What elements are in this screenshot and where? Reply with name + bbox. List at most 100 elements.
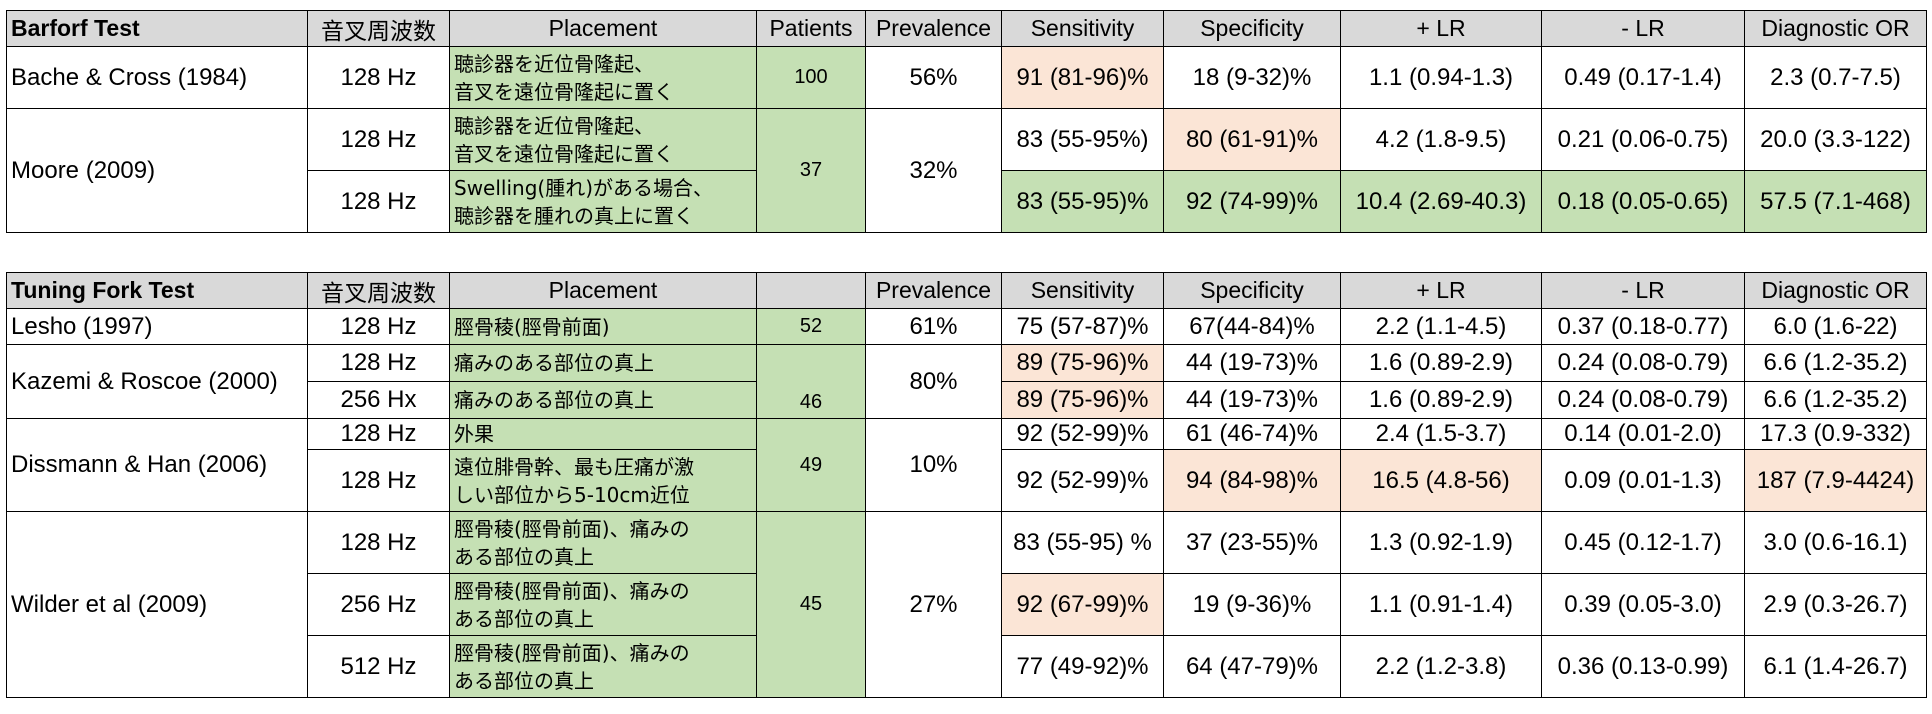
header-dor: Diagnostic OR	[1744, 10, 1927, 47]
prevalence-cell: 32%	[865, 108, 1002, 233]
placement-cell: 痛みのある部位の真上	[449, 381, 757, 419]
placement-cell: 脛骨稜(脛骨前面)、痛みの ある部位の真上	[449, 635, 757, 698]
freq-cell: 128 Hz	[307, 108, 450, 171]
specificity-cell: 92 (74-99)%	[1163, 170, 1341, 233]
sensitivity-cell: 92 (52-99)%	[1001, 449, 1164, 512]
header-nlr: - LR	[1541, 10, 1745, 47]
header-nlr: - LR	[1541, 272, 1745, 309]
placement-line: 聴診器を腫れの真上に置く	[454, 203, 694, 228]
dor-cell: 20.0 (3.3-122)	[1744, 108, 1927, 171]
barforf-test-table: Barforf Test 音叉周波数 Placement Patients Pr…	[6, 10, 1927, 233]
placement-cell: 遠位腓骨幹、最も圧痛が激 しい部位から5-10cm近位	[449, 449, 757, 512]
placement-cell: 脛骨稜(脛骨前面)、痛みの ある部位の真上	[449, 511, 757, 574]
study-name: Lesho (1997)	[6, 308, 308, 345]
specificity-cell: 44 (19-73)%	[1163, 344, 1341, 382]
header-prevalence: Prevalence	[865, 272, 1002, 309]
dor-cell: 3.0 (0.6-16.1)	[1744, 511, 1927, 574]
study-name: Dissmann & Han (2006)	[6, 418, 308, 512]
study-name: Kazemi & Roscoe (2000)	[6, 344, 308, 419]
freq-cell: 128 Hz	[307, 46, 450, 109]
table-row: Bache & Cross (1984) 128 Hz 聴診器を近位骨隆起、 音叉…	[6, 46, 1927, 109]
specificity-cell: 61 (46-74)%	[1163, 418, 1341, 450]
placement-cell: Swelling(腫れ)がある場合、 聴診器を腫れの真上に置く	[449, 170, 757, 233]
dor-cell: 2.9 (0.3-26.7)	[1744, 573, 1927, 636]
nlr-cell: 0.24 (0.08-0.79)	[1541, 381, 1745, 419]
patients-cell: 37	[756, 108, 866, 233]
header-patients: Patients	[756, 10, 866, 47]
table-row: 128 Hz 遠位腓骨幹、最も圧痛が激 しい部位から5-10cm近位 92 (52…	[7, 449, 1927, 512]
header-freq: 音叉周波数	[307, 10, 450, 47]
placement-line: 脛骨稜(脛骨前面)、痛みの	[454, 578, 690, 603]
placement-line: Swelling(腫れ)がある場合、	[454, 175, 714, 200]
placement-line: しい部位から5-10cm近位	[454, 482, 690, 507]
placement-line: 脛骨稜(脛骨前面)、痛みの	[454, 640, 690, 665]
header-sensitivity: Sensitivity	[1001, 272, 1164, 309]
table-row: Dissmann & Han (2006) 128 Hz 外果 49 10% 9…	[6, 418, 1927, 512]
nlr-cell: 0.36 (0.13-0.99)	[1541, 635, 1745, 698]
sensitivity-cell: 92 (67-99)%	[1001, 573, 1164, 636]
prevalence-cell: 27%	[865, 511, 1002, 698]
placement-cell: 聴診器を近位骨隆起、 音叉を遠位骨隆起に置く	[449, 46, 757, 109]
freq-cell: 512 Hz	[307, 635, 450, 698]
placement-cell: 外果	[449, 418, 757, 450]
patients-cell: 49	[756, 418, 866, 512]
header-placement: Placement	[449, 10, 757, 47]
placement-line: 遠位腓骨幹、最も圧痛が激	[454, 454, 694, 479]
dor-cell: 2.3 (0.7-7.5)	[1744, 46, 1927, 109]
table-row: Lesho (1997) 128 Hz 脛骨稜(脛骨前面) 52 61% 75 …	[6, 308, 1927, 345]
sensitivity-cell: 89 (75-96)%	[1001, 344, 1164, 382]
prevalence-cell: 80%	[865, 344, 1002, 419]
nlr-cell: 0.18 (0.05-0.65)	[1541, 170, 1745, 233]
plr-cell: 4.2 (1.8-9.5)	[1340, 108, 1542, 171]
nlr-cell: 0.14 (0.01-2.0)	[1541, 418, 1745, 450]
sensitivity-cell: 83 (55-95)%	[1001, 170, 1164, 233]
dor-cell: 6.1 (1.4-26.7)	[1744, 635, 1927, 698]
table-row: Kazemi & Roscoe (2000) 128 Hz 痛みのある部位の真上…	[6, 344, 1927, 419]
table-header-row: Barforf Test 音叉周波数 Placement Patients Pr…	[6, 10, 1927, 47]
plr-cell: 2.2 (1.2-3.8)	[1340, 635, 1542, 698]
table-title: Tuning Fork Test	[6, 272, 308, 309]
header-patients-empty	[756, 272, 866, 309]
header-specificity: Specificity	[1163, 272, 1341, 309]
header-specificity: Specificity	[1163, 10, 1341, 47]
plr-cell: 2.4 (1.5-3.7)	[1340, 418, 1542, 450]
plr-cell: 1.6 (0.89-2.9)	[1340, 381, 1542, 419]
placement-cell: 聴診器を近位骨隆起、 音叉を遠位骨隆起に置く	[449, 108, 757, 171]
nlr-cell: 0.49 (0.17-1.4)	[1541, 46, 1745, 109]
table-row: 128 Hz Swelling(腫れ)がある場合、 聴診器を腫れの真上に置く 83…	[7, 170, 1927, 233]
plr-cell: 1.1 (0.91-1.4)	[1340, 573, 1542, 636]
freq-cell: 256 Hz	[307, 573, 450, 636]
plr-cell: 10.4 (2.69-40.3)	[1340, 170, 1542, 233]
specificity-cell: 44 (19-73)%	[1163, 381, 1341, 419]
specificity-cell: 18 (9-32)%	[1163, 46, 1341, 109]
freq-cell: 256 Hx	[307, 381, 450, 419]
dor-cell: 17.3 (0.9-332)	[1744, 418, 1927, 450]
table-row: 512 Hz 脛骨稜(脛骨前面)、痛みの ある部位の真上 77 (49-92)% …	[7, 635, 1927, 698]
plr-cell: 1.3 (0.92-1.9)	[1340, 511, 1542, 574]
specificity-cell: 94 (84-98)%	[1163, 449, 1341, 512]
header-plr: + LR	[1340, 272, 1542, 309]
dor-cell: 187 (7.9-4424)	[1744, 449, 1927, 512]
nlr-cell: 0.45 (0.12-1.7)	[1541, 511, 1745, 574]
header-sensitivity: Sensitivity	[1001, 10, 1164, 47]
placement-cell: 痛みのある部位の真上	[449, 344, 757, 382]
patients-cell: 45	[756, 511, 866, 698]
sensitivity-cell: 75 (57-87)%	[1001, 308, 1164, 345]
tuning-fork-test-table: Tuning Fork Test 音叉周波数 Placement Prevale…	[6, 272, 1927, 698]
patients-cell: 52	[756, 308, 866, 345]
sensitivity-cell: 92 (52-99)%	[1001, 418, 1164, 450]
nlr-cell: 0.09 (0.01-1.3)	[1541, 449, 1745, 512]
sensitivity-cell: 83 (55-95%)	[1001, 108, 1164, 171]
header-prevalence: Prevalence	[865, 10, 1002, 47]
study-name: Wilder et al (2009)	[6, 511, 308, 698]
specificity-cell: 67(44-84)%	[1163, 308, 1341, 345]
header-dor: Diagnostic OR	[1744, 272, 1927, 309]
placement-line: ある部位の真上	[454, 668, 594, 693]
study-name: Moore (2009)	[6, 108, 308, 233]
specificity-cell: 37 (23-55)%	[1163, 511, 1341, 574]
table-row: Wilder et al (2009) 128 Hz 脛骨稜(脛骨前面)、痛みの…	[6, 511, 1927, 698]
prevalence-cell: 10%	[865, 418, 1002, 512]
sensitivity-cell: 77 (49-92)%	[1001, 635, 1164, 698]
placement-line: 音叉を遠位骨隆起に置く	[454, 141, 674, 166]
plr-cell: 1.6 (0.89-2.9)	[1340, 344, 1542, 382]
